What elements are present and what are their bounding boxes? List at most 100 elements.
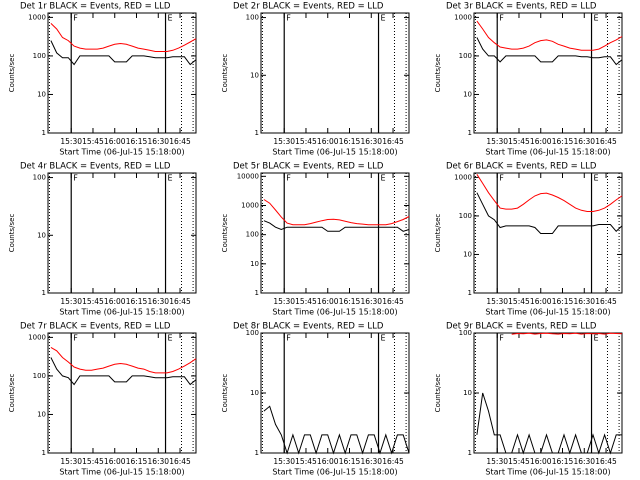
y-axis-label: Counts/sec — [221, 374, 229, 413]
event-label: F — [499, 174, 504, 183]
y-axis-label: Counts/sec — [8, 214, 16, 253]
x-tick-label: 16:45 — [382, 297, 404, 306]
y-tick-label: 10 — [250, 260, 259, 268]
x-tick-label: 15:45 — [82, 137, 104, 146]
x-tick-label: 16:15 — [126, 457, 148, 466]
x-tick-label: 16:30 — [573, 457, 595, 466]
x-axis-label: Start Time (06-Jul-15 15:18:00) — [485, 468, 610, 477]
event-label: E — [594, 174, 599, 183]
x-tick-label: 15:30 — [60, 137, 82, 146]
series-line — [50, 23, 197, 52]
event-label: F — [286, 334, 291, 343]
x-tick-label: 16:15 — [126, 297, 148, 306]
chart-title: Det 6r BLACK = Events, RED = LLD — [446, 162, 597, 172]
chart-title: Det 7r BLACK = Events, RED = LLD — [20, 322, 171, 332]
y-tick-label: 10 — [37, 90, 46, 98]
y-tick-label: 1 — [468, 449, 472, 457]
y-tick-label: 100 — [459, 212, 472, 220]
x-tick-label: 15:45 — [508, 137, 530, 146]
y-tick-label: 10 — [250, 71, 259, 79]
chart-title: Det 8r BLACK = Events, RED = LLD — [233, 322, 384, 332]
y-tick-label: 100 — [459, 329, 472, 337]
x-tick-label: 16:00 — [317, 297, 339, 306]
x-axis-label: Start Time (06-Jul-15 15:18:00) — [272, 148, 397, 157]
x-tick-label: 16:30 — [360, 457, 382, 466]
x-tick-label: 16:45 — [595, 137, 617, 146]
x-tick-label: 15:30 — [273, 137, 295, 146]
y-tick-label: 100 — [246, 329, 259, 337]
y-tick-label: 1 — [42, 129, 46, 137]
chart-title: Det 2r BLACK = Events, RED = LLD — [233, 2, 384, 12]
x-axis-label: Start Time (06-Jul-15 15:18:00) — [272, 468, 397, 477]
plot-frame — [473, 12, 623, 134]
y-tick-label: 1000 — [241, 201, 259, 209]
event-label: E — [381, 334, 386, 343]
x-tick-label: 16:00 — [530, 137, 552, 146]
y-tick-label: 1 — [42, 449, 46, 457]
x-tick-label: 16:45 — [169, 457, 191, 466]
x-tick-label: 16:00 — [104, 297, 126, 306]
y-tick-label: 1 — [255, 289, 259, 297]
y-tick-label: 10000 — [237, 172, 259, 180]
x-tick-label: 16:15 — [339, 297, 361, 306]
event-label: F — [286, 174, 291, 183]
x-tick-label: 15:45 — [82, 457, 104, 466]
x-tick-label: 16:15 — [339, 457, 361, 466]
y-axis-label: Counts/sec — [221, 54, 229, 93]
y-axis-label: Counts/sec — [434, 214, 442, 253]
x-tick-label: 15:30 — [273, 297, 295, 306]
y-tick-label: 1000 — [28, 333, 46, 341]
plot-frame — [47, 12, 197, 134]
y-tick-label: 10 — [463, 90, 472, 98]
x-tick-label: 15:45 — [508, 297, 530, 306]
chart-title: Det 5r BLACK = Events, RED = LLD — [233, 162, 384, 172]
event-label: E — [168, 14, 173, 23]
x-tick-label: 16:30 — [147, 137, 169, 146]
x-tick-label: 16:45 — [595, 457, 617, 466]
x-tick-label: 15:30 — [60, 297, 82, 306]
plot-frame — [473, 172, 623, 294]
x-tick-label: 16:00 — [530, 297, 552, 306]
y-tick-label: 1000 — [454, 173, 472, 181]
series-line — [476, 392, 622, 455]
series-line — [263, 220, 410, 232]
y-tick-label: 100 — [246, 14, 259, 22]
plot-frame — [260, 172, 410, 294]
x-axis-label: Start Time (06-Jul-15 15:18:00) — [272, 308, 397, 317]
y-tick-label: 1 — [255, 129, 259, 137]
series-line — [476, 20, 623, 51]
x-tick-label: 16:30 — [360, 297, 382, 306]
x-tick-label: 16:15 — [552, 297, 574, 306]
y-tick-label: 1000 — [28, 13, 46, 21]
y-tick-label: 100 — [33, 372, 46, 380]
event-label: E — [381, 14, 386, 23]
x-tick-label: 16:30 — [147, 457, 169, 466]
x-tick-label: 16:00 — [530, 457, 552, 466]
x-tick-label: 16:00 — [317, 137, 339, 146]
series-line — [263, 405, 410, 455]
y-tick-label: 100 — [246, 231, 259, 239]
event-label: F — [73, 334, 78, 343]
event-label: E — [168, 334, 173, 343]
series-line — [511, 332, 623, 335]
x-tick-label: 16:00 — [104, 137, 126, 146]
y-tick-label: 10 — [250, 389, 259, 397]
y-tick-label: 100 — [33, 52, 46, 60]
x-tick-label: 16:15 — [339, 137, 361, 146]
x-tick-label: 16:45 — [382, 457, 404, 466]
x-tick-label: 15:30 — [486, 457, 508, 466]
plot-frame — [260, 12, 410, 134]
x-tick-label: 16:30 — [573, 297, 595, 306]
x-tick-label: 15:30 — [486, 137, 508, 146]
y-tick-label: 10 — [463, 389, 472, 397]
y-axis-label: Counts/sec — [221, 214, 229, 253]
x-tick-label: 16:15 — [552, 457, 574, 466]
event-label: E — [594, 334, 599, 343]
plot-frame — [47, 172, 197, 294]
x-tick-label: 15:30 — [486, 297, 508, 306]
chart-title: Det 4r BLACK = Events, RED = LLD — [20, 162, 171, 172]
y-tick-label: 1 — [468, 129, 472, 137]
event-label: E — [594, 14, 599, 23]
series-line — [50, 357, 197, 386]
plot-frame — [260, 332, 410, 454]
